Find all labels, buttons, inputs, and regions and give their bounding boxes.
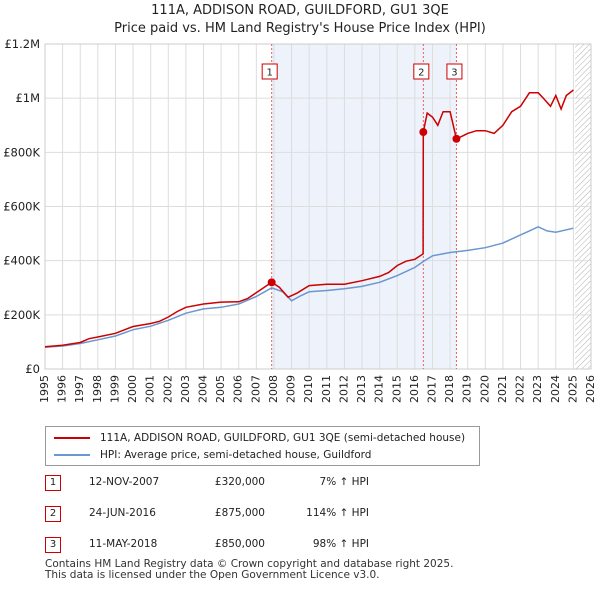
x-tick-label: 2001 (144, 375, 157, 403)
table-row: 2 24-JUN-2016 £875,000 114% ↑ HPI (45, 504, 445, 524)
y-tick-label: £200K (3, 308, 40, 322)
legend-swatch-hpi (54, 454, 90, 456)
y-tick-label: £400K (3, 254, 40, 268)
x-tick-label: 2000 (126, 375, 139, 403)
transaction-price: £875,000 (214, 507, 265, 519)
transaction-number: 2 (45, 506, 61, 522)
x-tick-label: 1996 (56, 375, 69, 403)
x-tick-label: 2025 (566, 375, 579, 403)
annotation-label: 1 (266, 68, 272, 79)
transaction-price: £850,000 (214, 538, 265, 550)
y-tick-label: £1.2M (4, 37, 40, 51)
transaction-date: 12-NOV-2007 (89, 476, 160, 488)
transaction-date: 11-MAY-2018 (89, 538, 158, 550)
sale-point-marker (267, 278, 276, 287)
legend: 111A, ADDISON ROAD, GUILDFORD, GU1 3QE (… (45, 426, 480, 466)
annotation-label: 2 (418, 68, 424, 79)
x-tick-label: 2024 (549, 375, 562, 403)
x-tick-label: 2009 (285, 375, 298, 403)
table-row: 1 12-NOV-2007 £320,000 7% ↑ HPI (45, 473, 445, 493)
annotation-box (413, 63, 430, 80)
transaction-hpi: 98% ↑ HPI (312, 538, 369, 550)
transaction-date: 24-JUN-2016 (89, 507, 156, 519)
sale-point-marker (419, 128, 428, 137)
x-tick-label: 2011 (320, 375, 333, 403)
y-tick-label: £600K (3, 200, 40, 214)
y-tick-label: £0 (25, 362, 40, 376)
x-tick-label: 2026 (584, 375, 597, 403)
price-chart: 1995 1996 1997 1998 1999 2000 2001 2002 2003 2004… (3, 37, 597, 403)
x-tick-label: 2004 (197, 375, 210, 403)
x-tick-label: 2022 (514, 375, 527, 403)
x-tick-label: 2020 (478, 375, 491, 403)
x-tick-label: 1997 (73, 375, 86, 403)
x-tick-label: 2016 (408, 375, 421, 403)
chart-subtitle: Price paid vs. HM Land Registry's House … (114, 21, 486, 36)
x-tick-label: 2012 (337, 375, 350, 403)
transaction-number: 3 (45, 537, 61, 553)
transaction-hpi: 7% ↑ HPI (319, 476, 369, 488)
x-tick-label: 2018 (443, 375, 456, 403)
x-tick-label: 2014 (373, 375, 386, 403)
annotation-box (261, 63, 278, 80)
chart-title-block: 111A, ADDISON ROAD, GUILDFORD, GU1 3QE P… (0, 2, 600, 38)
x-tick-label: 2005 (214, 375, 227, 403)
x-tick-label: 2013 (355, 375, 368, 403)
annotation-label: 3 (451, 68, 457, 79)
transaction-hpi: 114% ↑ HPI (306, 507, 369, 519)
x-tick-label: 1998 (91, 375, 104, 403)
x-tick-label: 2017 (425, 375, 438, 403)
x-tick-label: 1995 (38, 375, 51, 403)
x-tick-label: 2007 (249, 375, 262, 403)
plot-border (44, 43, 592, 370)
x-tick-label: 2015 (390, 375, 403, 403)
transaction-price: £320,000 (214, 476, 265, 488)
sale-point-marker (452, 134, 461, 143)
x-tick-label: 2006 (232, 375, 245, 403)
legend-item-hpi: HPI: Average price, semi-detached house,… (54, 447, 371, 463)
x-tick-label: 2008 (267, 375, 280, 403)
x-tick-label: 1999 (108, 375, 121, 403)
legend-label-property: 111A, ADDISON ROAD, GUILDFORD, GU1 3QE (… (100, 432, 466, 444)
series-line (44, 225, 574, 349)
legend-item-property: 111A, ADDISON ROAD, GUILDFORD, GU1 3QE (… (54, 430, 465, 446)
annotation-box (446, 63, 463, 80)
x-tick-label: 2023 (531, 375, 544, 403)
y-tick-label: £1M (15, 91, 40, 105)
x-tick-label: 2003 (179, 375, 192, 403)
table-row: 3 11-MAY-2018 £850,000 98% ↑ HPI (45, 535, 445, 555)
series-line (44, 89, 574, 348)
footer: Contains HM Land Registry data © Crown c… (45, 559, 453, 581)
x-tick-label: 2021 (496, 375, 509, 403)
y-tick-label: £800K (3, 145, 40, 159)
x-tick-label: 2002 (161, 375, 174, 403)
x-tick-label: 2010 (302, 375, 315, 403)
chart-title: 111A, ADDISON ROAD, GUILDFORD, GU1 3QE (151, 3, 449, 18)
legend-label-hpi: HPI: Average price, semi-detached house,… (100, 449, 372, 461)
footer-licence: This data is licensed under the Open Gov… (45, 569, 380, 581)
legend-swatch-property (54, 437, 90, 439)
transaction-number: 1 (45, 475, 61, 491)
footer-copyright: Contains HM Land Registry data © Crown c… (45, 558, 454, 570)
x-tick-label: 2019 (461, 375, 474, 403)
